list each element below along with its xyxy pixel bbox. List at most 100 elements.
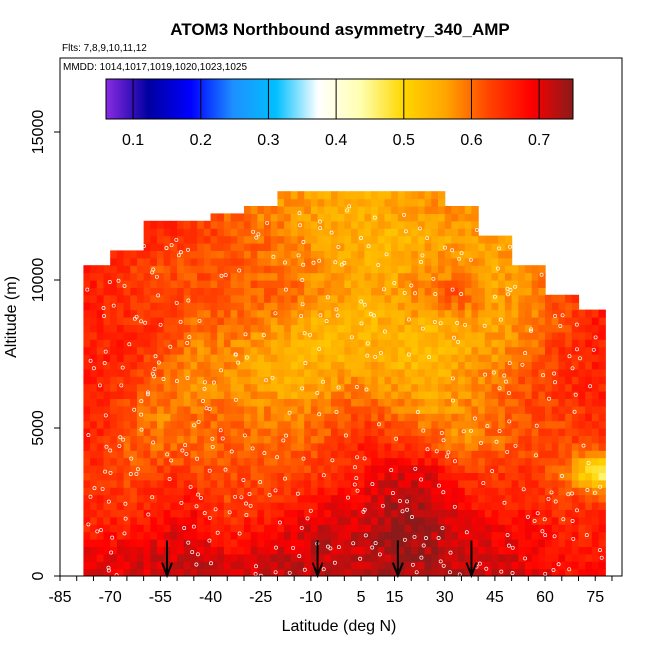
heat-cell [243, 435, 252, 444]
heat-cell [264, 465, 272, 473]
heat-cell [143, 502, 151, 510]
sample-marker [336, 545, 341, 550]
heat-cell [197, 539, 205, 547]
heat-cell [565, 383, 573, 392]
heat-cell [417, 376, 426, 385]
heat-cell [571, 428, 580, 436]
heat-cell [237, 391, 245, 399]
sample-marker [450, 376, 455, 381]
heat-cell [484, 376, 493, 385]
heat-cell [183, 509, 192, 518]
sample-marker [406, 317, 411, 322]
heat-cell [478, 472, 486, 481]
heat-cell [90, 428, 98, 436]
heat-cell [183, 561, 192, 570]
heat-cell [197, 339, 205, 348]
sample-marker [505, 533, 510, 537]
heat-cell [351, 265, 359, 274]
heat-cell [197, 302, 205, 311]
heat-cell [571, 531, 580, 540]
heat-cell [297, 368, 305, 377]
heat-cell [170, 420, 178, 429]
heat-cell [511, 354, 519, 362]
heat-cell [598, 457, 606, 466]
heat-cell [103, 413, 111, 422]
heat-cell [571, 331, 580, 340]
heat-cell [491, 494, 499, 503]
heat-cell [585, 553, 593, 562]
heat-cell [143, 257, 151, 266]
heat-cell [143, 235, 151, 244]
heat-cell [438, 287, 446, 296]
heat-cell [471, 546, 479, 555]
heat-cell [177, 494, 185, 503]
heat-cell [444, 516, 452, 525]
heat-cell [511, 509, 519, 518]
heat-cell [290, 450, 299, 459]
heat-cell [203, 250, 212, 259]
heat-cell [203, 272, 212, 281]
heat-cell [304, 553, 312, 562]
heat-cell [297, 191, 305, 200]
heat-cell [217, 324, 225, 333]
heat-cell [504, 405, 513, 414]
heat-cell [431, 272, 439, 281]
heat-cell [123, 420, 131, 429]
heat-cell [103, 487, 111, 496]
heat-cell [438, 420, 446, 429]
heat-cell [143, 450, 151, 459]
heat-cell [384, 346, 392, 355]
heat-cell [391, 509, 399, 518]
heat-cell [417, 206, 426, 214]
heat-cell [438, 472, 446, 481]
heat-cell [210, 228, 218, 237]
heat-cell [364, 324, 372, 333]
heat-cell [330, 302, 339, 311]
heat-cell [304, 465, 312, 473]
heat-cell [177, 450, 185, 459]
sample-marker [419, 477, 424, 482]
heat-cell [116, 487, 125, 496]
heat-cell [397, 294, 406, 303]
heat-cell [451, 294, 459, 303]
heat-cell [157, 516, 165, 525]
heat-cell [270, 376, 279, 385]
heat-cell [337, 442, 345, 451]
heat-cell [277, 235, 285, 244]
heat-cell [591, 317, 600, 325]
heat-cell [451, 317, 459, 325]
heat-cell [411, 302, 419, 311]
heat-cell [411, 442, 419, 451]
sample-marker [433, 292, 438, 297]
heat-cell [478, 487, 486, 496]
heat-cell [344, 546, 352, 555]
heat-cell [210, 250, 218, 259]
heat-cell [203, 376, 212, 385]
heat-cell [237, 339, 245, 348]
heat-cell [498, 324, 506, 333]
heat-cell [90, 420, 98, 429]
heat-cell [83, 450, 91, 459]
sample-marker [453, 459, 457, 464]
heat-cell [310, 324, 319, 333]
heat-cell [116, 413, 125, 422]
heat-cell [545, 398, 553, 407]
heat-cell [458, 479, 466, 488]
heat-cell [130, 302, 138, 311]
sample-marker [573, 392, 578, 397]
heat-cell [317, 250, 325, 259]
heat-cell [96, 361, 105, 370]
heat-cell [150, 361, 158, 370]
heat-cell [143, 435, 151, 444]
heat-cell [163, 391, 171, 399]
heat-cell [377, 383, 386, 392]
heat-cell [150, 324, 158, 333]
heat-cell [504, 509, 513, 518]
heat-cell [337, 213, 345, 222]
heat-cell [397, 354, 406, 362]
heat-cell [310, 398, 319, 407]
heat-cell [404, 331, 412, 340]
heat-cell [317, 280, 325, 288]
heat-cell [277, 509, 285, 518]
heat-cell [264, 220, 272, 229]
